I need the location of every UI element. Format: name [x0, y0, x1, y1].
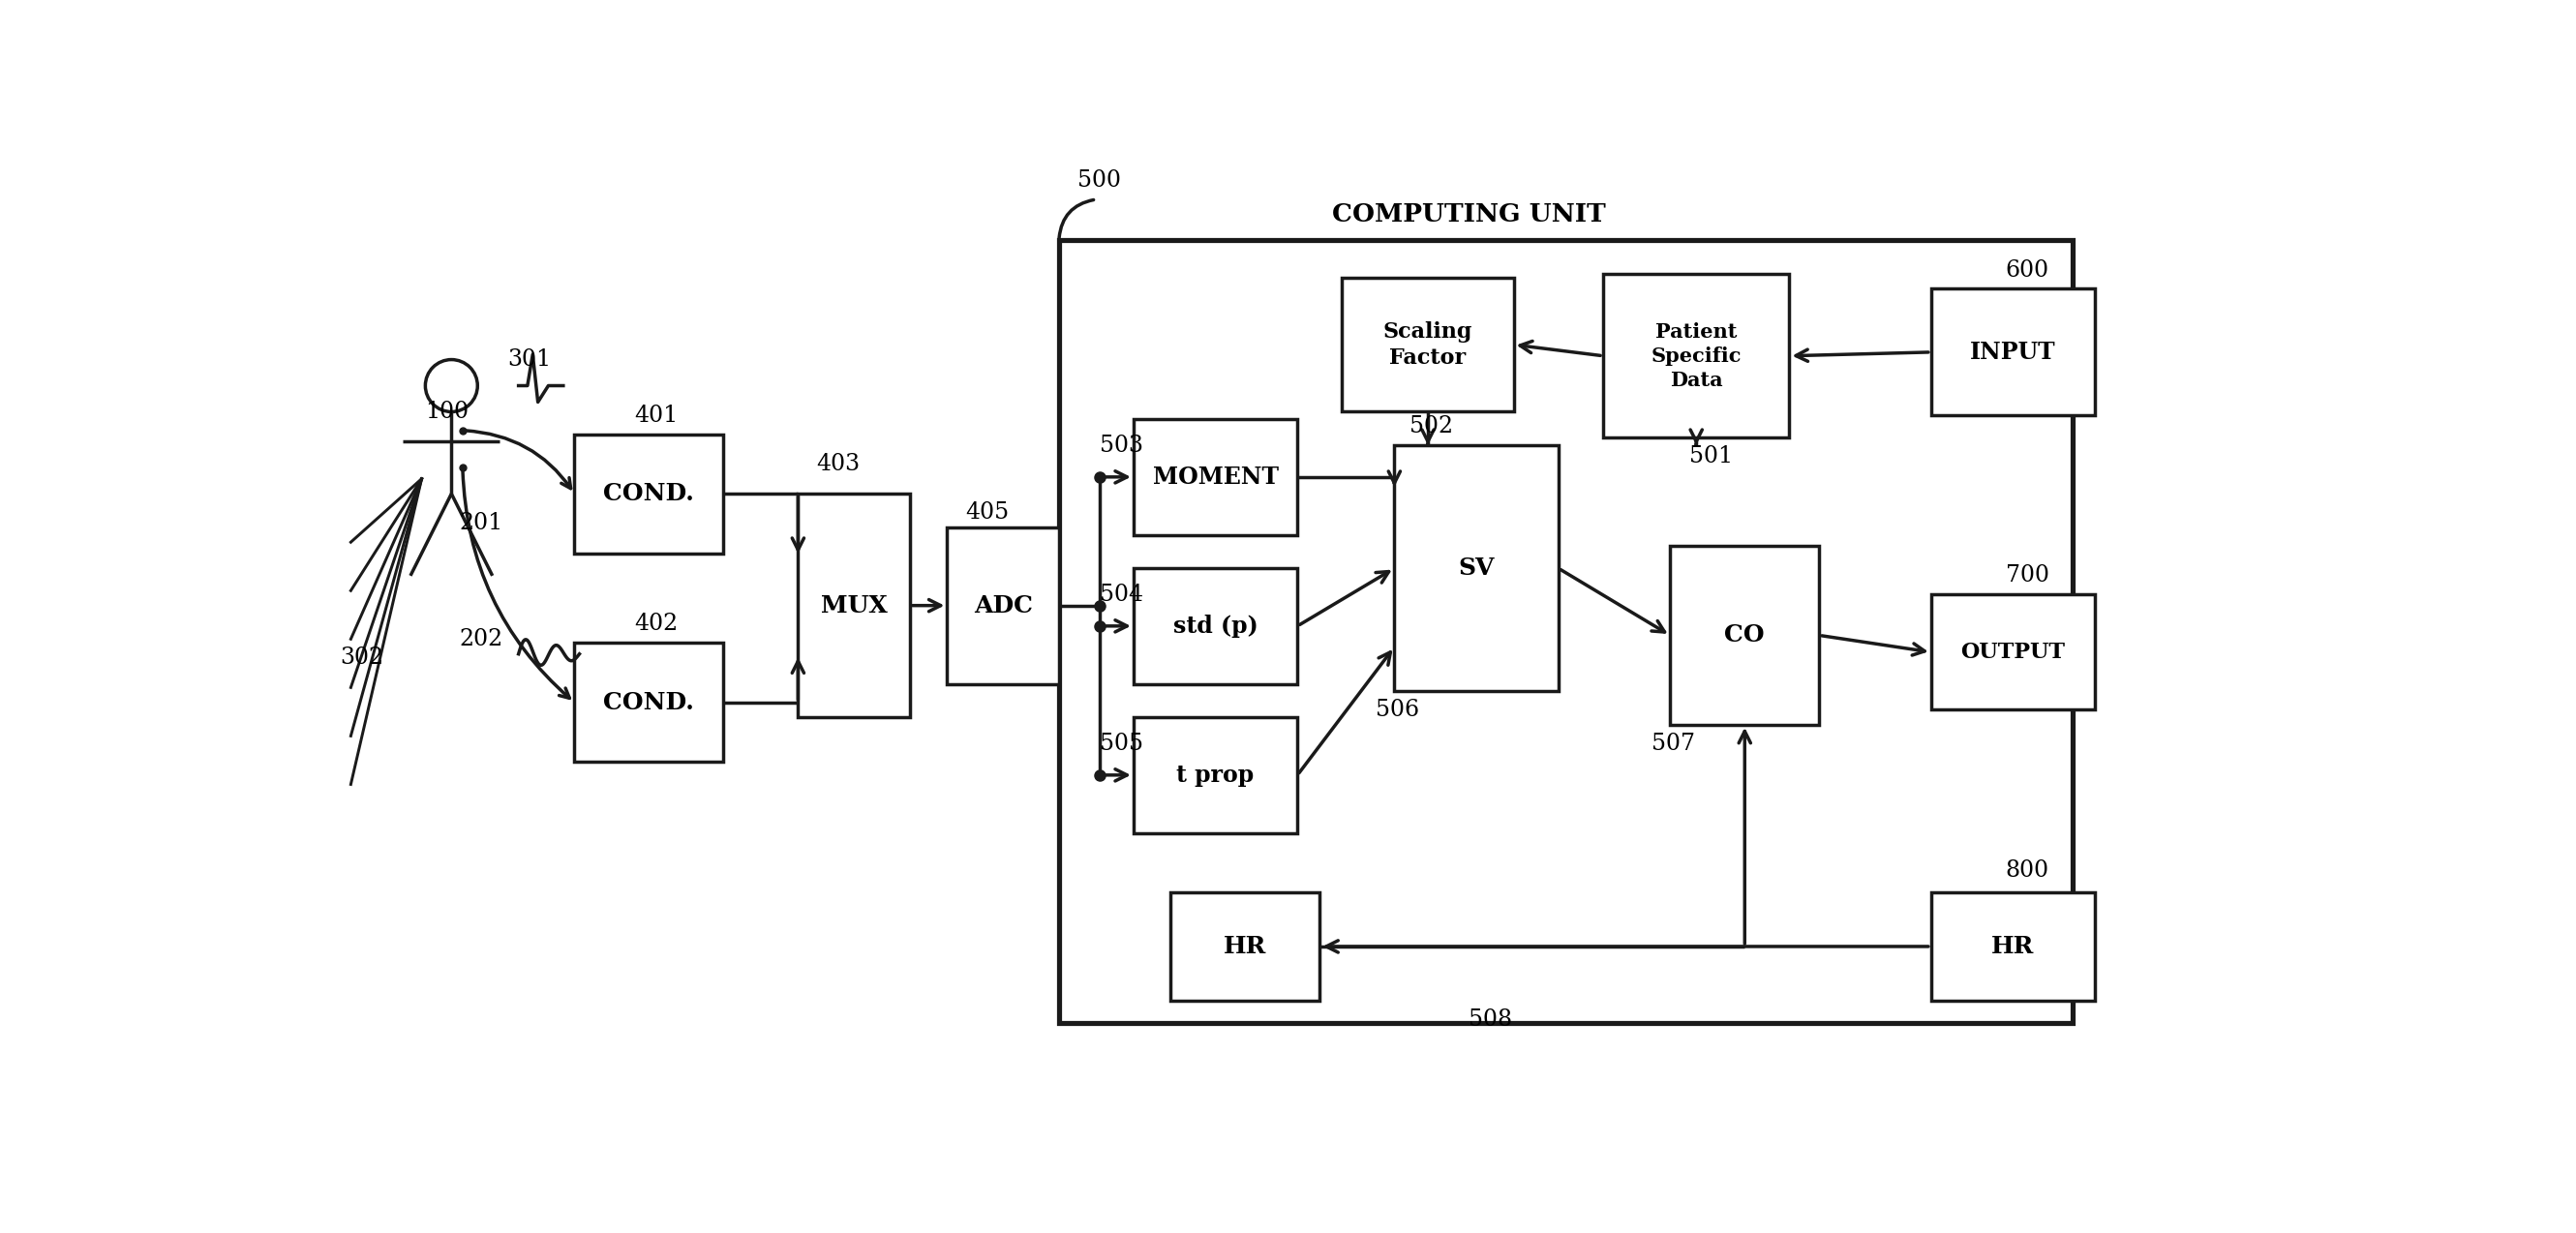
Text: HR: HR [1991, 935, 2035, 958]
Text: 402: 402 [634, 613, 677, 635]
FancyBboxPatch shape [1932, 289, 2094, 416]
Text: t prop: t prop [1177, 763, 1255, 787]
FancyBboxPatch shape [1170, 893, 1319, 1000]
Text: 301: 301 [507, 349, 551, 371]
Text: 503: 503 [1100, 434, 1144, 456]
Text: std (p): std (p) [1172, 614, 1257, 637]
Text: Patient
Specific
Data: Patient Specific Data [1651, 322, 1741, 390]
Text: 401: 401 [634, 404, 677, 427]
Text: OUTPUT: OUTPUT [1960, 641, 2066, 663]
Text: INPUT: INPUT [1971, 340, 2056, 364]
Text: 405: 405 [966, 502, 1010, 524]
FancyBboxPatch shape [1059, 240, 2074, 1023]
Text: 800: 800 [2007, 859, 2050, 882]
Text: COND.: COND. [603, 482, 696, 506]
FancyBboxPatch shape [799, 493, 909, 718]
Text: CO: CO [1723, 624, 1765, 647]
FancyBboxPatch shape [948, 528, 1059, 684]
Text: Scaling
Factor: Scaling Factor [1383, 321, 1473, 369]
FancyBboxPatch shape [1342, 277, 1515, 412]
Text: 302: 302 [340, 646, 384, 668]
Text: 700: 700 [2007, 565, 2048, 587]
Text: 501: 501 [1690, 445, 1734, 467]
FancyBboxPatch shape [574, 434, 724, 554]
Text: 504: 504 [1100, 583, 1144, 605]
FancyBboxPatch shape [1932, 594, 2094, 710]
Text: HR: HR [1224, 935, 1267, 958]
Circle shape [425, 360, 477, 412]
FancyBboxPatch shape [1133, 568, 1298, 684]
Text: 201: 201 [459, 513, 502, 535]
Text: COND.: COND. [603, 690, 696, 714]
Text: COMPUTING UNIT: COMPUTING UNIT [1332, 202, 1605, 227]
Text: 505: 505 [1100, 732, 1144, 755]
FancyBboxPatch shape [1669, 546, 1819, 725]
Text: 502: 502 [1409, 416, 1453, 438]
Text: 508: 508 [1468, 1009, 1512, 1031]
FancyBboxPatch shape [1394, 445, 1558, 692]
FancyBboxPatch shape [1602, 274, 1790, 438]
Text: 500: 500 [1077, 170, 1121, 192]
Text: 100: 100 [425, 401, 469, 423]
FancyBboxPatch shape [574, 642, 724, 762]
Text: MOMENT: MOMENT [1151, 465, 1278, 488]
FancyBboxPatch shape [1133, 718, 1298, 832]
Text: 600: 600 [2007, 259, 2050, 281]
Text: MUX: MUX [822, 594, 886, 618]
Text: 202: 202 [459, 628, 502, 650]
Text: 403: 403 [817, 453, 860, 475]
Text: 506: 506 [1376, 699, 1419, 721]
Text: 507: 507 [1651, 732, 1695, 755]
Text: SV: SV [1458, 556, 1494, 580]
Text: ADC: ADC [974, 594, 1033, 618]
FancyBboxPatch shape [1133, 419, 1298, 535]
FancyBboxPatch shape [1932, 893, 2094, 1000]
